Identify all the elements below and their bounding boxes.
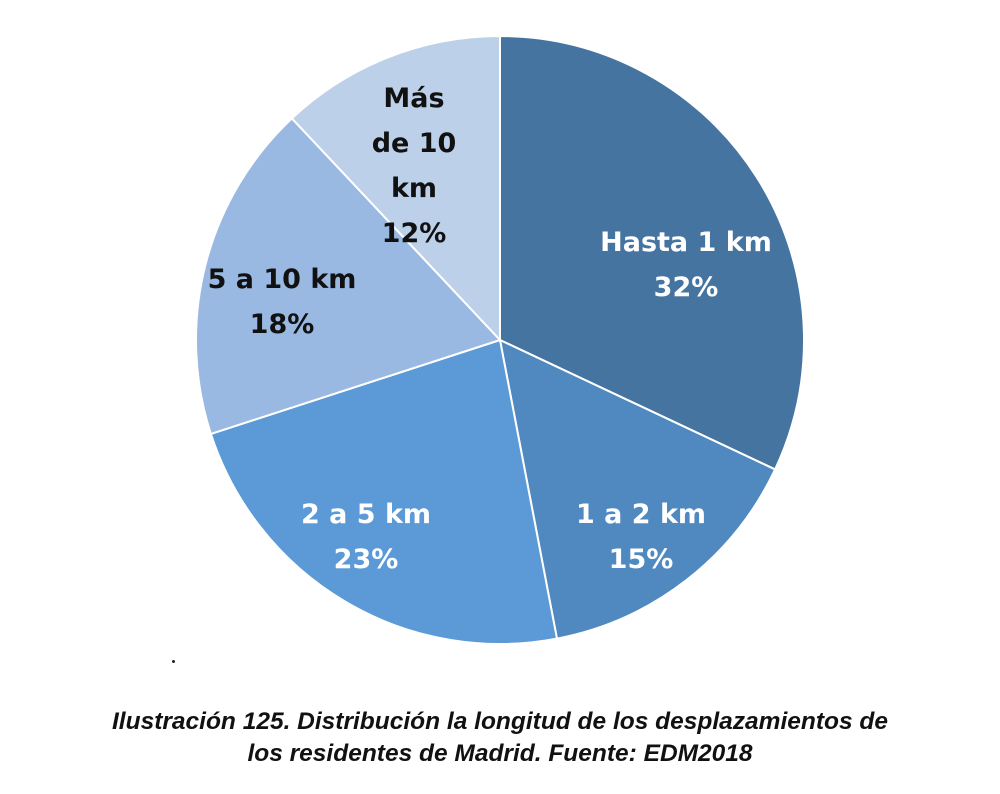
slice-label-4: 5 a 10 km 18% [208, 264, 357, 340]
pie-slice-4 [195, 117, 501, 435]
slice-label-line: 1 a 2 km [576, 499, 706, 530]
slice-label-line: 5 a 10 km [208, 264, 357, 295]
slice-label-line: Más [383, 83, 444, 114]
pie-slice-1 [499, 35, 805, 471]
pie-slices [195, 35, 805, 646]
slice-label-line: 2 a 5 km [301, 499, 431, 530]
slice-label-line: km [391, 173, 437, 204]
pie-slice-3 [209, 339, 558, 646]
caption-line-1: Ilustración 125. Distribución la longitu… [112, 708, 888, 735]
stray-dot [172, 660, 175, 663]
slice-label-line: 23% [334, 544, 399, 575]
pie-slice-2 [499, 339, 777, 640]
caption-line-2: los residentes de Madrid. Fuente: EDM201… [247, 740, 753, 767]
slice-label-1: Hasta 1 km 32% [600, 227, 772, 303]
pie-labels: Hasta 1 km 32% 1 a 2 km 15% 2 a 5 km 23% 5 a 1… [208, 83, 772, 575]
pie-slice-5 [290, 35, 501, 341]
slice-label-2: 1 a 2 km 15% [576, 499, 706, 575]
slice-label-line: Hasta 1 km [600, 227, 772, 258]
slice-label-line: de 10 [372, 128, 457, 159]
slice-label-line: 32% [654, 272, 719, 303]
slice-label-line: 12% [382, 218, 447, 249]
slice-label-5: Más de 10 km 12% [372, 83, 457, 249]
slice-label-line: 15% [609, 544, 674, 575]
figure-caption: Ilustración 125. Distribución la longitu… [0, 706, 1000, 770]
pie-chart: Hasta 1 km 32% 1 a 2 km 15% 2 a 5 km 23% 5 a 1… [195, 35, 805, 646]
slice-label-3: 2 a 5 km 23% [301, 499, 431, 575]
slice-label-line: 18% [250, 309, 315, 340]
